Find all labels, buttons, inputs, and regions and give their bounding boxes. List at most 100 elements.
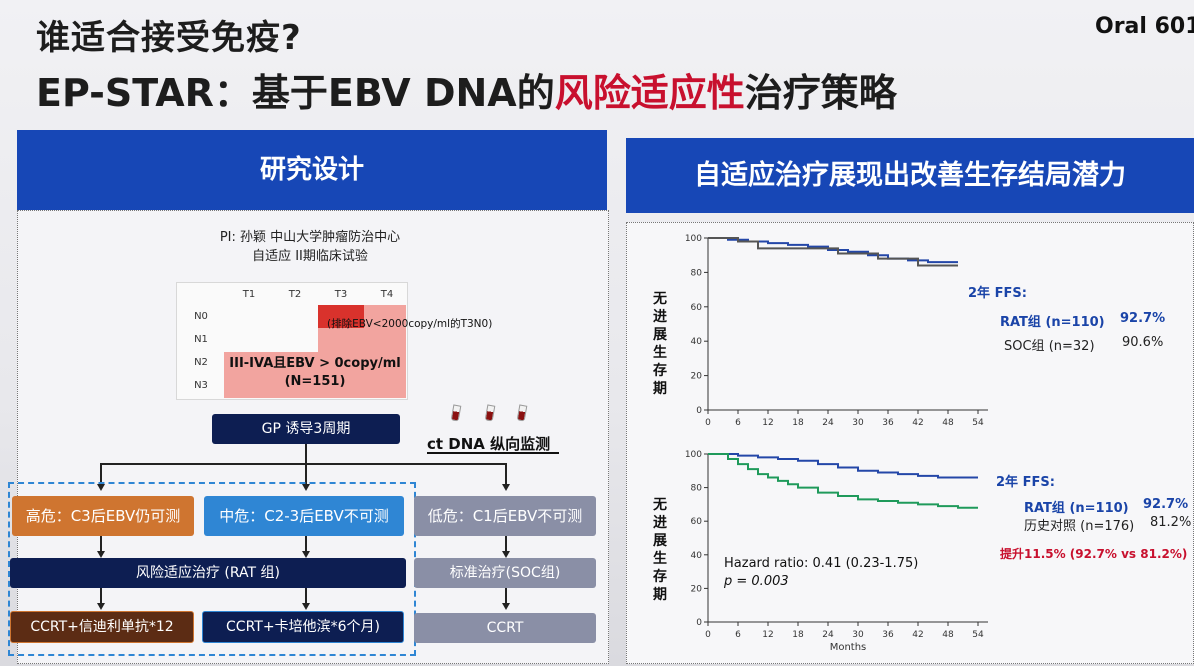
survival-curve — [708, 237, 958, 267]
soc-box: 标准治疗(SOC组) — [414, 558, 596, 588]
x-tick-label: 12 — [762, 418, 773, 428]
ctdna-monitoring-label: ct DNA 纵向监测 — [427, 435, 551, 453]
session-tag: Oral 601 — [1095, 14, 1194, 39]
survival-box — [626, 222, 1194, 664]
y-tick-label: 80 — [691, 484, 703, 494]
grid-row-n2: N2 — [194, 357, 208, 368]
x-tick-label: 6 — [735, 630, 741, 640]
inclusion-label: III-IVA且EBV > 0copy/ml (N=151) — [222, 355, 408, 391]
y-tick-label: 60 — [691, 517, 703, 527]
chart1-rat-value: 92.7% — [1120, 311, 1166, 326]
grid-row-n0: N0 — [194, 311, 208, 322]
grid-col-t1: T1 — [242, 289, 256, 300]
x-tick-label: 6 — [735, 418, 741, 428]
chart2-p-value: p = 0.003 — [724, 574, 789, 589]
y-tick-label: 100 — [685, 234, 702, 244]
tx-high-box: CCRT+信迪利单抗*12 — [10, 611, 194, 643]
grid-cell-t4n0 — [364, 305, 406, 328]
pi-line1: PI: 孙颖 中山大学肿瘤防治中心 — [219, 230, 401, 245]
chart2-hazard-ratio: Hazard ratio: 0.41 (0.23-1.75) — [724, 556, 919, 571]
grid-cell-n1 — [318, 328, 406, 352]
grid-col-t4: T4 — [380, 289, 394, 300]
connector — [505, 463, 507, 485]
connector — [100, 463, 506, 465]
chart2-improvement: 提升11.5% (92.7% vs 81.2%) — [1000, 547, 1188, 561]
tx-mid-box: CCRT+卡培他滨*6个月) — [202, 611, 404, 643]
y-tick-label: 20 — [691, 584, 703, 594]
chart2-hist-label: 历史对照 (n=176) — [1024, 519, 1135, 534]
connector — [100, 588, 102, 606]
grid-row-n1: N1 — [194, 334, 208, 345]
connector — [505, 588, 507, 606]
y-tick-label: 0 — [696, 406, 702, 416]
x-tick-label: 24 — [822, 630, 834, 640]
y-tick-label: 0 — [696, 618, 702, 628]
x-tick-label: 30 — [852, 630, 864, 640]
arrow-head — [502, 551, 510, 558]
connector — [305, 444, 307, 464]
y-tick-label: 40 — [691, 551, 703, 561]
x-tick-label: 18 — [792, 418, 804, 428]
high-risk-box: 高危：C3后EBV仍可测 — [12, 496, 194, 536]
x-tick-label: 48 — [942, 418, 954, 428]
x-tick-label: 18 — [792, 630, 804, 640]
ctdna-underline — [427, 452, 559, 454]
tx-low-box: CCRT — [414, 613, 596, 643]
y-tick-label: 100 — [685, 450, 702, 460]
connector — [505, 536, 507, 554]
arrow-head — [302, 551, 310, 558]
x-tick-label: 0 — [705, 630, 711, 640]
x-tick-label: 54 — [972, 630, 984, 640]
x-tick-label: 36 — [882, 630, 894, 640]
chart2-hist-value: 81.2% — [1150, 515, 1192, 530]
subtitle-prefix: EP-STAR：基于EBV DNA的 — [36, 71, 555, 115]
rat-box: 风险适应治疗 (RAT 组) — [10, 558, 406, 588]
chart1-soc-label: SOC组 (n=32) — [1004, 339, 1095, 354]
x-tick-label: 42 — [912, 418, 923, 428]
subtitle-suffix: 治疗策略 — [744, 71, 897, 115]
x-tick-label: 48 — [942, 630, 954, 640]
grid-row-n3: N3 — [194, 380, 208, 391]
y-tick-label: 60 — [691, 303, 703, 313]
inclusion-line1: III-IVA且EBV > 0copy/ml — [229, 356, 401, 371]
grid-col-t3: T3 — [334, 289, 348, 300]
y-tick-label: 20 — [691, 372, 703, 382]
connector — [100, 463, 102, 485]
slide-subtitle: EP-STAR：基于EBV DNA的风险适应性治疗策略 — [36, 62, 897, 117]
subtitle-highlight: 风险适应性 — [554, 71, 745, 115]
x-tick-label: 42 — [912, 630, 923, 640]
ffs-chart-rat-vs-historical: 0 20 40 60 80 100 0 6 12 18 24 30 36 42 48 54 Months — [685, 450, 988, 653]
pi-line2: 自适应 II期临床试验 — [252, 249, 368, 264]
y-tick-label: 40 — [691, 337, 703, 347]
x-tick-label: 12 — [762, 630, 773, 640]
mid-risk-box: 中危：C2-3后EBV不可测 — [204, 496, 404, 536]
x-tick-label: 36 — [882, 418, 894, 428]
x-tick-label: 30 — [852, 418, 864, 428]
chart1-y-label: 无进展生存期 — [653, 291, 667, 397]
grid-col-t2: T2 — [288, 289, 302, 300]
arrow-head — [502, 603, 510, 610]
connector — [305, 536, 307, 554]
survival-curve — [708, 453, 978, 509]
arrow-head — [502, 484, 510, 491]
arrow-head — [302, 484, 310, 491]
chart1-rat-label: RAT组 (n=110) — [1000, 315, 1105, 330]
x-tick-label: 24 — [822, 418, 834, 428]
arrow-head — [302, 603, 310, 610]
x-tick-label: 0 — [705, 418, 711, 428]
exclusion-note: (排除EBV<2000copy/ml的T3N0) — [327, 318, 493, 330]
excluded-t3n0-cell — [318, 305, 364, 328]
connector — [305, 588, 307, 606]
ffs-chart-rat-vs-soc: 0 20 40 60 80 100 0 6 12 18 24 30 36 42 48 54 — [685, 234, 988, 428]
low-risk-box: 低危：C1后EBV不可测 — [414, 496, 596, 536]
slide-title: 谁适合接受免疫? — [36, 18, 302, 58]
induction-box: GP 诱导3周期 — [212, 414, 400, 444]
chart1-soc-value: 90.6% — [1122, 335, 1164, 350]
connector — [305, 463, 307, 485]
inclusion-line2: (N=151) — [284, 374, 346, 389]
connector — [100, 536, 102, 554]
arrow-head — [97, 484, 105, 491]
chart2-rat-label: RAT组 (n=110) — [1024, 501, 1129, 516]
y-tick-label: 80 — [691, 268, 703, 278]
arrow-head — [97, 551, 105, 558]
